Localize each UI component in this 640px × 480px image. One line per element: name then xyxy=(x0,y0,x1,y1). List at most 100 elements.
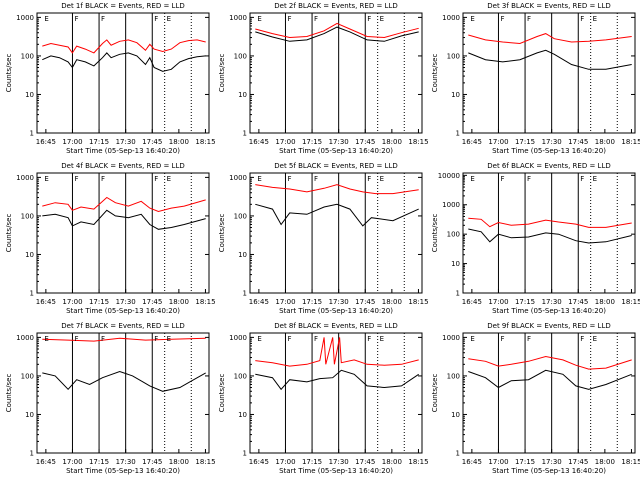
y-tick-label: 100 xyxy=(21,372,34,380)
marker-label: F xyxy=(101,15,105,23)
series-lld xyxy=(255,184,419,195)
series-lld xyxy=(255,22,419,39)
x-tick-label: 17:00 xyxy=(275,458,295,466)
plot-frame xyxy=(36,12,210,134)
x-tick-label: 17:00 xyxy=(488,298,508,306)
series-events xyxy=(468,369,632,390)
y-axis-label: Counts/sec xyxy=(431,54,439,93)
marker-label: F xyxy=(580,335,584,343)
y-tick-label: 10000 xyxy=(438,172,460,180)
x-tick-label: 17:45 xyxy=(568,458,588,466)
marker-label: E xyxy=(167,175,171,183)
x-tick-label: 16:45 xyxy=(462,298,482,306)
plot-frame xyxy=(462,12,636,134)
marker-label: F xyxy=(101,335,105,343)
x-tick-label: 16:45 xyxy=(36,298,56,306)
x-tick-label: 17:45 xyxy=(355,138,375,146)
chart-panel: Det 7f BLACK = Events, RED = LLD 1 10 100 10… xyxy=(5,322,216,475)
x-tick-label: 16:45 xyxy=(36,458,56,466)
series-events xyxy=(42,370,206,392)
chart-title: Det 6f BLACK = Events, RED = LLD xyxy=(487,162,610,170)
marker-label: F xyxy=(74,15,78,23)
x-tick-label: 18:00 xyxy=(382,138,402,146)
y-tick-label: 1 xyxy=(456,450,460,458)
x-tick-label: 17:45 xyxy=(568,298,588,306)
series-events xyxy=(255,26,419,42)
chart-title: Det 4f BLACK = Events, RED = LLD xyxy=(61,162,184,170)
x-tick-label: 16:45 xyxy=(462,458,482,466)
marker-label: F xyxy=(367,335,371,343)
marker-label: F xyxy=(580,15,584,23)
series-lld xyxy=(468,217,632,228)
chart-title: Det 2f BLACK = Events, RED = LLD xyxy=(274,2,397,10)
y-tick-label: 10 xyxy=(451,91,460,99)
x-tick-label: 18:15 xyxy=(195,298,215,306)
marker-label: F xyxy=(580,175,584,183)
y-tick-label: 100 xyxy=(234,52,247,60)
x-tick-label: 18:00 xyxy=(169,138,189,146)
plot-frame xyxy=(36,332,210,454)
marker-label: E xyxy=(257,15,261,23)
series-events xyxy=(468,49,632,70)
series-events xyxy=(42,209,206,230)
series-lld xyxy=(42,196,206,213)
y-tick-label: 1 xyxy=(30,290,34,298)
x-tick-label: 17:30 xyxy=(542,138,562,146)
x-tick-label: 17:30 xyxy=(116,138,136,146)
y-axis-label: Counts/sec xyxy=(5,374,13,413)
x-tick-label: 16:45 xyxy=(249,298,269,306)
x-tick-label: 17:15 xyxy=(89,458,109,466)
series-lld xyxy=(42,39,206,54)
y-tick-label: 1000 xyxy=(442,334,460,342)
y-tick-label: 1000 xyxy=(229,14,247,22)
plot-frame xyxy=(36,172,210,294)
x-axis-label: Start Time (05-Sep-13 16:40:20) xyxy=(279,147,393,155)
x-tick-label: 17:15 xyxy=(515,298,535,306)
marker-label: F xyxy=(287,175,291,183)
marker-label: F xyxy=(287,15,291,23)
x-tick-label: 16:45 xyxy=(249,138,269,146)
y-axis-label: Counts/sec xyxy=(218,54,226,93)
marker-label: F xyxy=(367,175,371,183)
x-tick-label: 17:15 xyxy=(89,138,109,146)
marker-label: F xyxy=(154,335,158,343)
marker-label: F xyxy=(101,175,105,183)
marker-label: E xyxy=(44,335,48,343)
x-tick-label: 17:30 xyxy=(329,298,349,306)
chart-title: Det 3f BLACK = Events, RED = LLD xyxy=(487,2,610,10)
marker-label: F xyxy=(527,175,531,183)
x-axis-label: Start Time (05-Sep-13 16:40:20) xyxy=(66,467,180,475)
marker-label: E xyxy=(380,175,384,183)
x-tick-label: 17:00 xyxy=(62,298,82,306)
y-tick-label: 10 xyxy=(238,251,247,259)
y-tick-label: 10 xyxy=(451,260,460,268)
y-tick-label: 100 xyxy=(21,52,34,60)
y-axis-label: Counts/sec xyxy=(431,374,439,413)
marker-label: E xyxy=(593,175,597,183)
marker-label: F xyxy=(314,175,318,183)
series-events xyxy=(255,203,419,227)
x-tick-label: 18:00 xyxy=(169,458,189,466)
x-axis-label: Start Time (05-Sep-13 16:40:20) xyxy=(279,307,393,315)
series-lld xyxy=(468,355,632,370)
x-tick-label: 18:15 xyxy=(408,138,428,146)
x-tick-label: 17:15 xyxy=(515,458,535,466)
y-axis-label: Counts/sec xyxy=(5,54,13,93)
x-tick-label: 18:15 xyxy=(195,138,215,146)
chart-panel: Det 8f BLACK = Events, RED = LLD 1 10 100 10… xyxy=(218,322,429,475)
y-tick-label: 1000 xyxy=(16,174,34,182)
y-tick-label: 1 xyxy=(456,130,460,138)
y-axis-label: Counts/sec xyxy=(218,374,226,413)
y-tick-label: 1000 xyxy=(229,174,247,182)
x-axis-label: Start Time (05-Sep-13 16:40:20) xyxy=(66,147,180,155)
y-axis-label: Counts/sec xyxy=(5,214,13,253)
marker-label: F xyxy=(500,335,504,343)
x-tick-label: 16:45 xyxy=(462,138,482,146)
chart-panel: Det 1f BLACK = Events, RED = LLD 1 10 100 10… xyxy=(5,2,216,155)
chart-panel: Det 4f BLACK = Events, RED = LLD 1 10 100 10… xyxy=(5,162,216,315)
y-tick-label: 1 xyxy=(30,450,34,458)
x-tick-label: 17:45 xyxy=(355,298,375,306)
x-tick-label: 18:15 xyxy=(408,458,428,466)
marker-label: F xyxy=(314,15,318,23)
